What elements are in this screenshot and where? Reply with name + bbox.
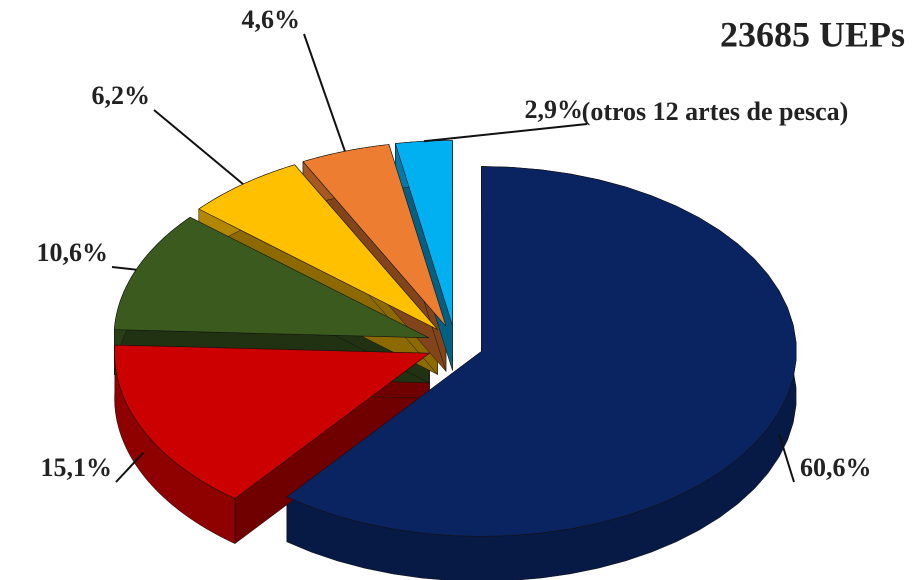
- annotation: (otros 12 artes de pesca): [581, 97, 849, 126]
- data-label: 60,6%: [800, 453, 872, 482]
- slice: [114, 344, 431, 499]
- leader-line: [303, 33, 346, 152]
- chart-title: 23685 UEPs: [720, 14, 905, 54]
- annotation-box: (otros 12 artes de pesca): [581, 97, 849, 126]
- leader-line: [111, 266, 137, 271]
- slice: [113, 216, 430, 339]
- leader-line: [153, 109, 244, 185]
- leader-line: [115, 452, 145, 483]
- data-label: 2,9%: [525, 95, 584, 124]
- leader-line: [423, 123, 588, 143]
- data-label: 10,6%: [37, 238, 109, 267]
- leader-line: [778, 434, 795, 483]
- slice: [302, 144, 447, 327]
- slice: [286, 166, 797, 537]
- data-label: 6,2%: [92, 81, 151, 110]
- data-label: 4,6%: [242, 5, 301, 34]
- data-label: 15,1%: [41, 453, 113, 482]
